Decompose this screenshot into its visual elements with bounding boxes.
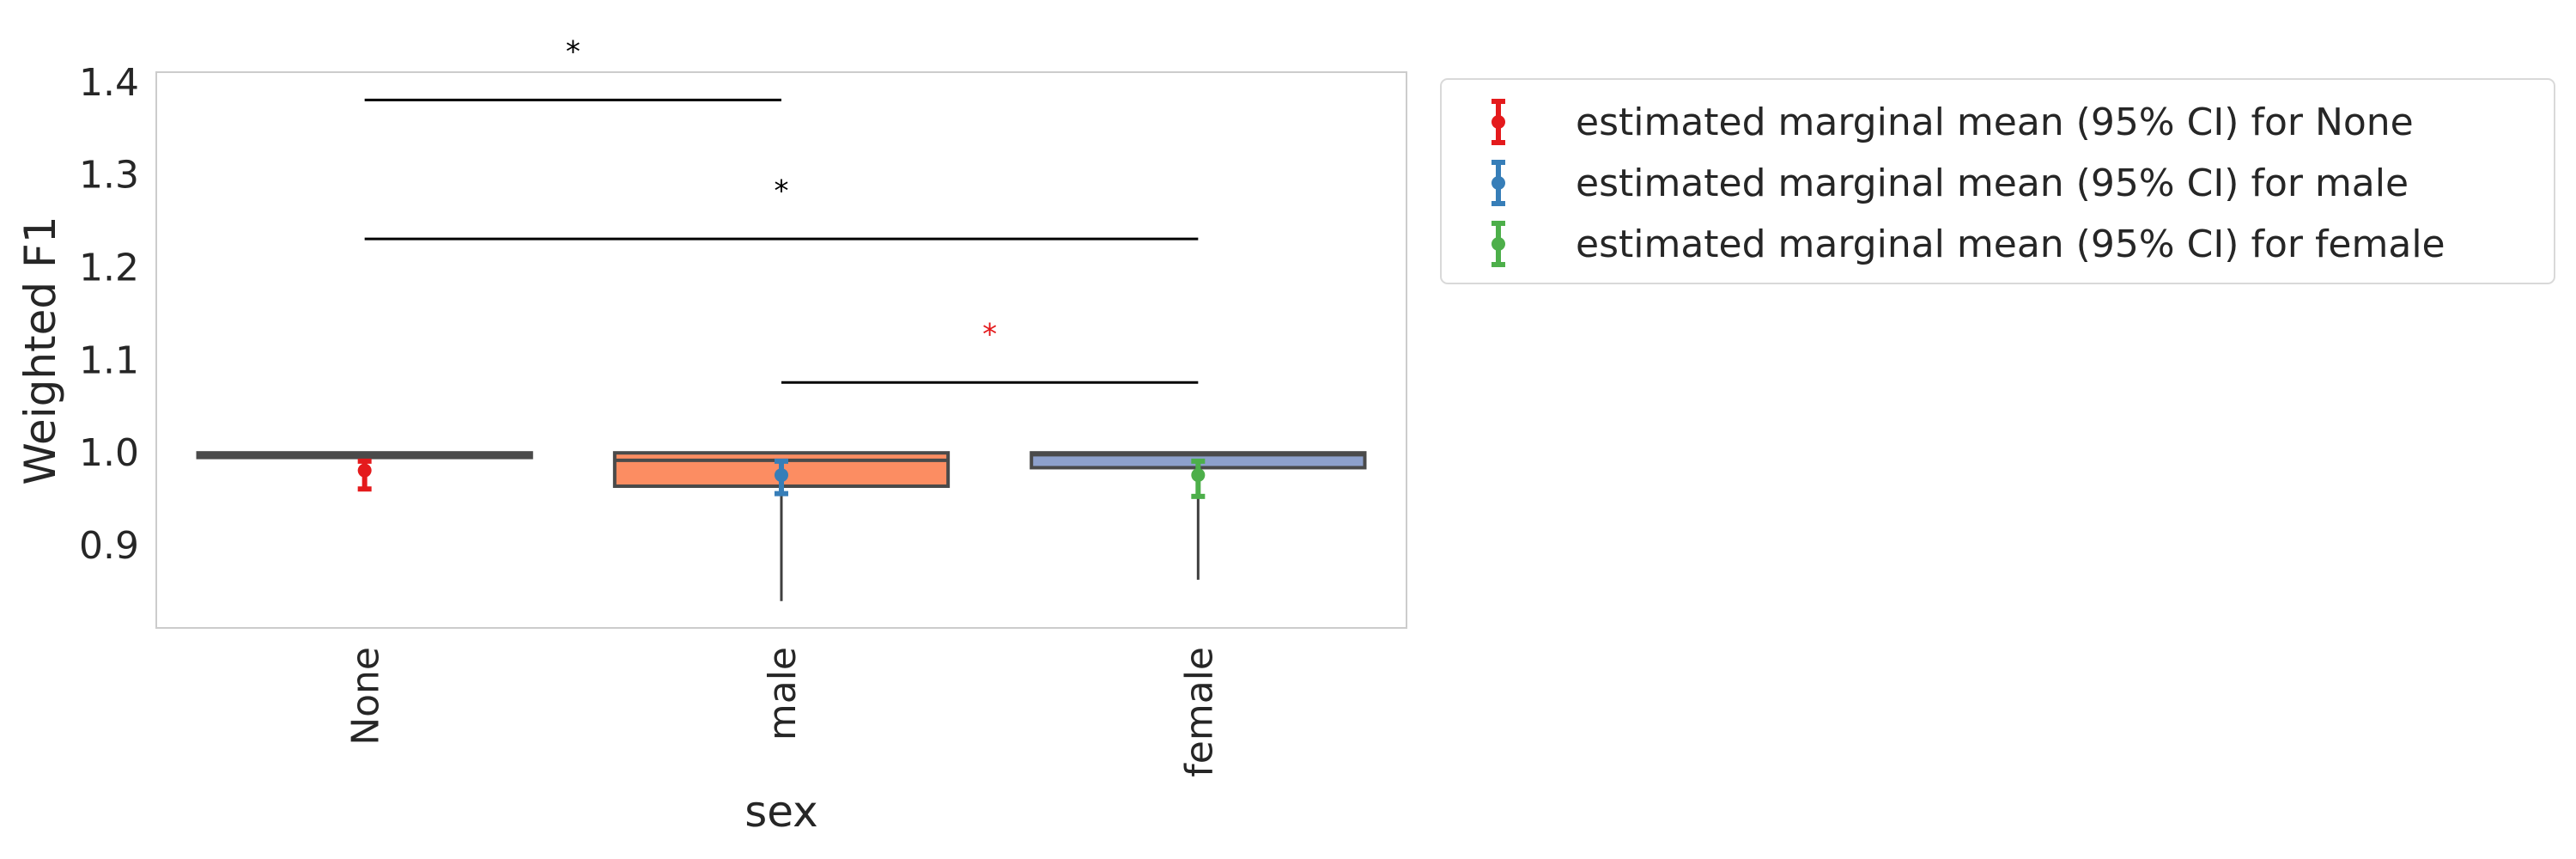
x-tick-label: female bbox=[1177, 647, 1221, 777]
legend-entry-label: estimated marginal mean (95% CI) for fem… bbox=[1576, 222, 2445, 266]
legend-entry-label: estimated marginal mean (95% CI) for Non… bbox=[1576, 101, 2414, 144]
significance-label: * bbox=[775, 174, 789, 208]
legend-point bbox=[1492, 176, 1505, 190]
y-axis: 0.9 1.0 1.1 1.2 1.3 1.4 bbox=[79, 61, 139, 568]
legend-point bbox=[1492, 115, 1505, 129]
mean-point-female bbox=[1191, 468, 1206, 483]
significance-label: * bbox=[566, 35, 580, 70]
x-axis: None male female bbox=[344, 647, 1222, 777]
y-tick-label: 1.4 bbox=[79, 61, 139, 105]
axes-frame bbox=[155, 71, 1407, 629]
mean-point-None bbox=[357, 463, 372, 478]
mean-point-male bbox=[775, 468, 788, 483]
x-tick-label: male bbox=[761, 647, 805, 740]
y-axis-label: Weighted F1 bbox=[15, 216, 65, 484]
y-tick-label: 1.0 bbox=[79, 431, 139, 475]
legend-entry-label: estimated marginal mean (95% CI) for mal… bbox=[1576, 161, 2409, 205]
legend: estimated marginal mean (95% CI) for Non… bbox=[1440, 78, 2555, 284]
x-axis-label: sex bbox=[744, 787, 818, 837]
y-tick-label: 1.1 bbox=[79, 338, 139, 382]
y-tick-label: 1.2 bbox=[79, 246, 139, 289]
x-tick-label: None bbox=[344, 647, 388, 746]
significance-label: * bbox=[982, 318, 997, 352]
plot-area: * * * bbox=[196, 35, 1367, 601]
legend-frame bbox=[1440, 78, 2555, 284]
legend-point bbox=[1492, 237, 1505, 251]
y-tick-label: 0.9 bbox=[79, 524, 139, 568]
y-tick-label: 1.3 bbox=[79, 154, 139, 198]
